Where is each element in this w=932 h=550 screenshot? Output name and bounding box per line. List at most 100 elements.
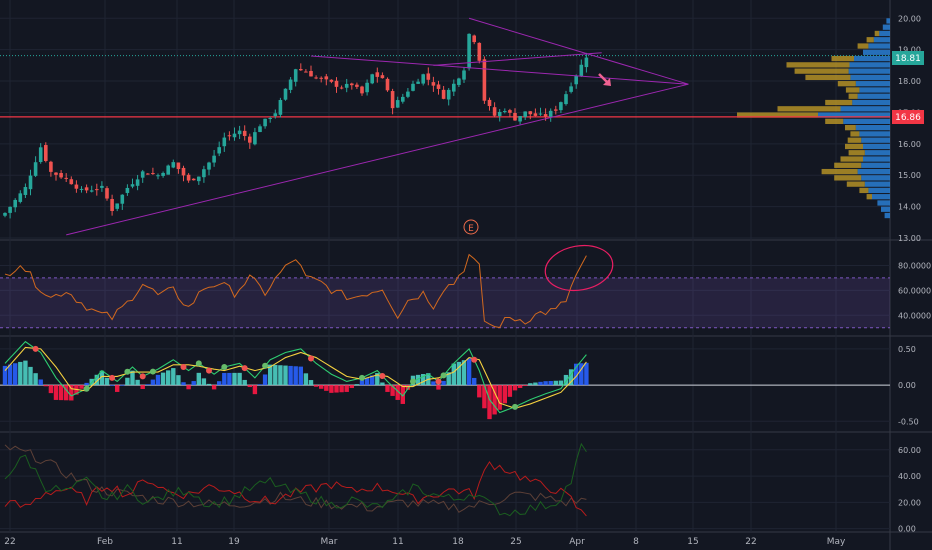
candle-up xyxy=(100,185,104,188)
candle-down xyxy=(69,179,74,185)
candle-down xyxy=(176,162,181,170)
candle-down xyxy=(334,80,339,87)
x-tick-label: 11 xyxy=(171,537,182,547)
candle-down xyxy=(59,173,63,178)
macd-histogram-bar xyxy=(466,358,472,386)
macd-histogram-bar xyxy=(370,375,375,386)
candle-down xyxy=(186,174,191,181)
red-line-label: 16.86 xyxy=(895,113,921,123)
x-tick-label: Feb xyxy=(97,537,113,547)
macd-histogram-bar xyxy=(574,363,579,386)
candle-down xyxy=(74,184,79,189)
volume-profile-blue-bar xyxy=(861,162,890,168)
price-y-tick-label: 14.00 xyxy=(898,203,921,212)
candle-up xyxy=(283,88,288,100)
price-y-tick-label: 15.00 xyxy=(898,171,921,180)
dmi-y-tick-label: 0.00 xyxy=(898,525,916,534)
volume-profile-gold-bar xyxy=(859,187,869,194)
candle-down xyxy=(314,77,318,79)
macd-histogram-bar xyxy=(38,379,43,386)
rsi-band xyxy=(0,277,890,328)
candle-up xyxy=(395,100,400,108)
candle-up xyxy=(538,113,543,115)
volume-profile-gold-bar xyxy=(845,143,863,150)
macd-histogram-bar xyxy=(472,377,477,386)
macd-histogram-bar xyxy=(43,385,48,387)
dmi-y-tick-label: 40.00 xyxy=(898,472,921,481)
dmi-y-tick-label: 20.00 xyxy=(898,498,921,507)
candle-down xyxy=(227,135,232,137)
arrow-down-right-icon xyxy=(598,73,611,86)
macd-histogram-bar xyxy=(186,385,191,390)
candle-up xyxy=(579,64,584,77)
volume-profile-gold-bar xyxy=(857,43,869,49)
x-tick-label: 18 xyxy=(452,537,464,547)
candle-down xyxy=(492,107,497,116)
volume-profile-gold-bar xyxy=(825,118,844,124)
candle-up xyxy=(258,126,262,133)
macd-histogram-bar xyxy=(196,372,201,386)
price-y-tick-label: 16.00 xyxy=(898,140,921,149)
macd-cross-marker xyxy=(262,362,269,369)
volume-profile-blue-bar xyxy=(840,106,890,112)
earnings-marker-circle[interactable] xyxy=(463,219,479,235)
price-panel xyxy=(0,17,890,236)
macd-histogram-bar xyxy=(308,380,314,386)
candle-down xyxy=(385,78,390,91)
macd-histogram-bar xyxy=(517,385,523,388)
candle-down xyxy=(355,84,359,87)
candle-down xyxy=(110,199,114,212)
trend-line xyxy=(433,52,602,66)
candle-down xyxy=(508,110,512,113)
volume-profile-blue-bar xyxy=(857,93,890,99)
macd-histogram-bar xyxy=(313,385,319,387)
candle-down xyxy=(339,87,344,89)
macd-histogram-bar xyxy=(543,381,548,386)
macd-histogram-bar xyxy=(579,363,584,386)
macd-histogram-bar xyxy=(140,385,145,389)
volume-profile-gold-bar xyxy=(845,125,856,131)
candle-up xyxy=(171,162,176,168)
volume-profile-blue-bar xyxy=(859,131,890,137)
candle-up xyxy=(344,83,349,88)
macd-histogram-bar xyxy=(339,385,344,393)
macd-histogram-bar xyxy=(201,378,207,386)
macd-histogram-bar xyxy=(446,372,451,386)
candle-up xyxy=(293,69,298,82)
macd-histogram-bar xyxy=(390,385,395,396)
candle-up xyxy=(548,110,553,117)
price-y-tick-label: 20.00 xyxy=(898,14,921,23)
macd-histogram-bar xyxy=(252,385,258,395)
candle-up xyxy=(237,130,242,135)
rsi-y-tick-label: 60.0000 xyxy=(898,286,931,295)
candle-down xyxy=(350,83,354,86)
macd-histogram-bar xyxy=(115,385,120,392)
candle-down xyxy=(105,188,109,199)
macd-histogram-bar xyxy=(125,377,130,386)
macd-cross-marker xyxy=(83,385,90,392)
x-tick-label: May xyxy=(827,537,846,547)
volume-profile-blue-bar xyxy=(882,24,890,30)
macd-cross-marker xyxy=(410,378,416,385)
candle-down xyxy=(431,82,436,86)
macd-cross-marker xyxy=(180,363,187,370)
macd-histogram-bar xyxy=(84,382,89,386)
macd-histogram-bar xyxy=(58,385,64,401)
candle-up xyxy=(140,171,145,178)
volume-profile-blue-bar xyxy=(857,168,890,175)
macd-histogram-bar xyxy=(171,368,176,386)
macd-cross-marker xyxy=(124,368,131,375)
candle-up xyxy=(217,147,221,154)
macd-histogram-bar xyxy=(155,374,161,386)
candle-up xyxy=(3,212,7,216)
macd-histogram-bar xyxy=(18,361,23,386)
candle-down xyxy=(242,130,247,136)
volume-profile-blue-bar xyxy=(863,49,890,55)
macd-histogram-bar xyxy=(354,384,360,386)
candle-down xyxy=(360,86,364,94)
macd-cross-marker xyxy=(440,372,447,379)
candle-down xyxy=(554,109,558,111)
candle-up xyxy=(584,57,589,68)
macd-cross-marker xyxy=(435,378,442,385)
candle-down xyxy=(324,76,329,80)
